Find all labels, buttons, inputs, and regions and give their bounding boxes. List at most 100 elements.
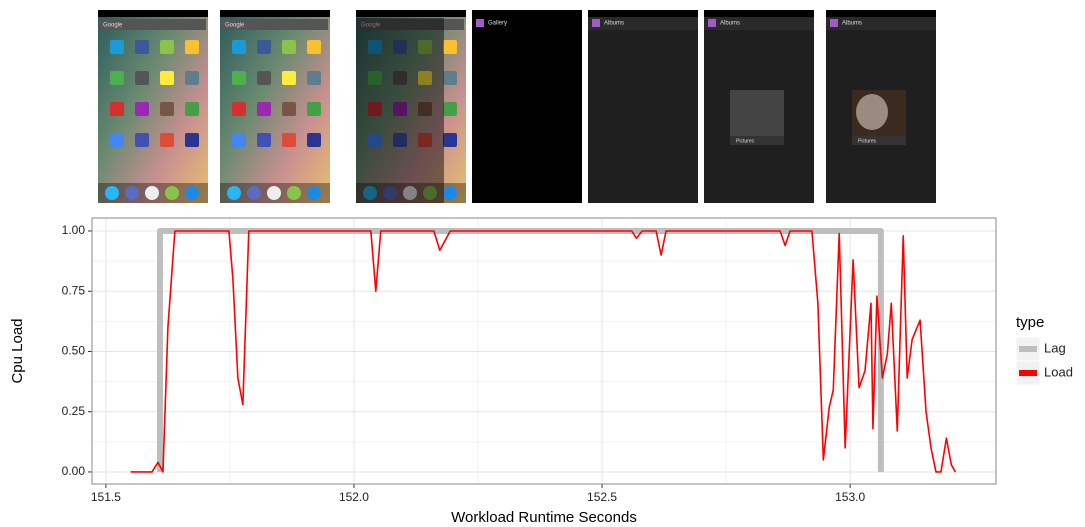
app-icon [257,102,271,116]
dock-icon [185,186,199,200]
app-icon [368,40,382,54]
status-bar [356,10,466,17]
app-icon [393,40,407,54]
app-icon [135,133,149,147]
app-icon [830,19,838,27]
x-tick-label: 152.5 [587,490,617,504]
app-icon [232,102,246,116]
app-icon [232,71,246,85]
dock-icon [125,186,139,200]
dock-icon [227,186,241,200]
app-icon [160,40,174,54]
app-icon [476,19,484,27]
app-icon [443,133,457,147]
chart: 151.5 152.0 152.5 153.0 0.00 0.25 0.50 0.75 1.00… [9,217,1073,526]
screen-title: Albums [604,21,624,27]
app-icon [393,133,407,147]
app-icon [135,102,149,116]
app-icon [257,71,271,85]
app-icon [185,40,199,54]
app-icon [307,133,321,147]
app-icon [185,71,199,85]
dock-icon [165,186,179,200]
app-icon [307,102,321,116]
screen-title: Gallery [488,21,507,27]
search-bar [222,19,328,30]
legend-label: Lag [1044,340,1066,355]
dock-icon [443,186,457,200]
dock-icon [307,186,321,200]
app-icon [368,102,382,116]
app-icon [282,40,296,54]
album-label-bar [852,136,906,145]
album-photo [856,94,888,130]
screen-bg [472,10,582,203]
app-icon [418,40,432,54]
app-icon [232,40,246,54]
screen-title: Google [103,23,123,29]
status-bar [588,10,698,17]
y-tick-label: 0.00 [62,464,86,478]
dock-icon [423,186,437,200]
screenshots: Google Google Google Gallery Albums Albums Pic… [98,10,936,203]
app-icon [418,102,432,116]
dock-icon [287,186,301,200]
legend-label: Load [1044,364,1073,379]
dock-icon [363,186,377,200]
x-tick-label: 151.5 [91,490,121,504]
screenshot: Albums Pictures [704,10,814,203]
album-label: Pictures [736,138,755,144]
app-icon [257,40,271,54]
screenshot: Google [356,10,466,203]
x-axis-label: Workload Runtime Seconds [451,509,637,526]
app-icon [418,71,432,85]
app-icon [160,102,174,116]
app-icon [257,133,271,147]
app-icon [592,19,600,27]
action-bar [826,17,936,30]
app-icon [232,133,246,147]
screenshot: Gallery [472,10,582,203]
screenshot: Google [220,10,330,203]
y-axis-label: Cpu Load [9,318,26,383]
app-icon [160,133,174,147]
app-icon [110,102,124,116]
screenshot: Albums Pictures [826,10,936,203]
app-icon [110,133,124,147]
app-icon [185,102,199,116]
screen-title: Google [225,23,245,29]
x-tick-label: 152.0 [339,490,369,504]
app-icon [110,71,124,85]
screen-title: Google [361,23,381,29]
dock-icon [105,186,119,200]
app-icon [443,40,457,54]
app-icon [160,71,174,85]
app-icon [418,133,432,147]
x-tick-label: 153.0 [835,490,865,504]
album-label: Pictures [858,138,877,144]
y-tick-label: 0.25 [62,404,86,418]
dim-overlay [356,18,444,203]
app-icon [185,133,199,147]
status-bar [98,10,208,17]
app-icon [307,40,321,54]
app-icon [368,133,382,147]
search-bar [100,19,206,30]
action-bar [472,17,582,30]
app-icon [282,71,296,85]
screenshot: Albums [588,10,698,203]
y-tick-label: 1.00 [62,223,86,237]
status-bar [826,10,936,17]
app-icon [443,102,457,116]
app-icon [443,71,457,85]
screen-title: Albums [720,21,740,27]
search-bar [358,19,464,30]
status-bar [704,10,814,17]
screen-title: Albums [842,21,862,27]
app-icon [393,102,407,116]
status-bar [472,10,582,17]
action-bar [588,17,698,30]
screenshot: Google [98,10,208,203]
dock-icon [247,186,261,200]
